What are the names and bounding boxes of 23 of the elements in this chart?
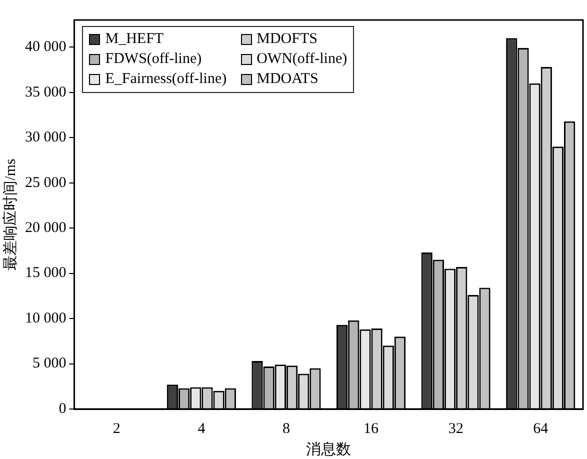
x-tick-label: 32 [448,420,464,437]
y-tick-label: 15 000 [25,265,66,282]
x-tick-label: 64 [533,420,549,437]
legend-label: FDWS(off-line) [105,50,202,69]
x-tick-label: 8 [282,420,290,437]
y-tick-label: 40 000 [25,39,66,56]
y-tick-label: 5 000 [32,356,66,372]
legend-label: MDOFTS [256,30,318,49]
x-axis-title: 消息数 [306,440,352,458]
y-tick-label: 10 000 [25,310,66,326]
legend-label: E_Fairness(off-line) [105,70,227,89]
y-tick-label: 25 000 [25,174,66,191]
legend-label: OWN(off-line) [256,50,348,69]
y-tick-label: 35 000 [25,84,66,100]
legend-label: M_HEFT [105,30,164,49]
legend-label: MDOATS [256,70,318,89]
x-tick-label: 4 [198,420,206,437]
x-tick-label: 16 [364,420,380,437]
x-tick-label: 2 [112,420,120,437]
y-tick-label: 30 000 [25,130,66,146]
y-tick-label: 20 000 [25,220,66,236]
y-tick-label: 0 [58,400,66,417]
y-axis-title: 最差响应时间/ms [2,158,19,270]
